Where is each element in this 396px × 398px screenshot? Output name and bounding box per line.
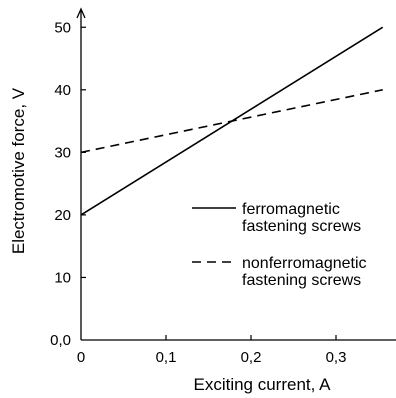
series-line-nonferromagnetic — [80, 89, 383, 154]
axes — [76, 7, 396, 341]
ticks: 0,0 10 20 30 40 50 0 0,1 0,2 0,3 — [50, 19, 346, 366]
y-axis-title: Electromotive force, V — [9, 87, 28, 254]
x-tick-label: 0,2 — [241, 349, 262, 366]
y-tick-label: 0,0 — [50, 332, 71, 349]
y-tick-label: 40 — [54, 82, 71, 99]
x-tick-label: 0,1 — [156, 349, 177, 366]
legend-label: nonferromagnetic — [242, 255, 367, 272]
y-tick-label: 30 — [54, 144, 71, 161]
y-axis-arrow-icon — [76, 7, 86, 19]
legend-label: fastening screws — [242, 218, 361, 235]
y-tick-label: 10 — [54, 269, 71, 286]
x-tick-label: 0 — [77, 349, 85, 366]
x-axis-title: Exciting current, A — [193, 375, 331, 394]
y-tick-label: 50 — [54, 19, 71, 36]
legend-label: fastening screws — [242, 272, 361, 289]
y-tick-label: 20 — [54, 207, 71, 224]
x-tick-label: 0,3 — [326, 349, 347, 366]
legend-label: ferromagnetic — [242, 201, 340, 218]
series-lines — [80, 26, 384, 216]
